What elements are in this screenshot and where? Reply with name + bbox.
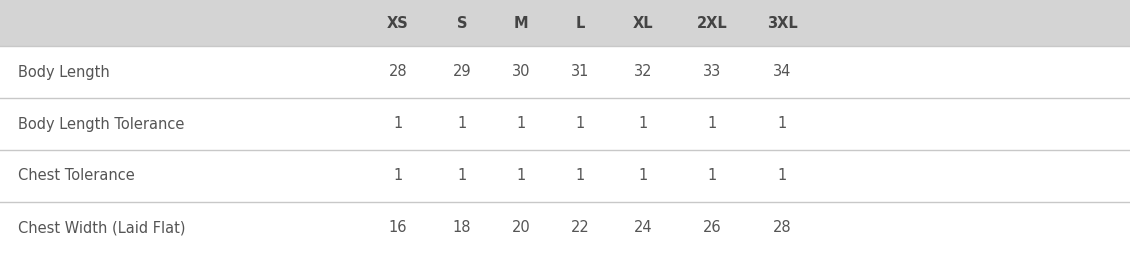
Text: 1: 1: [575, 168, 584, 183]
Text: 16: 16: [389, 220, 407, 235]
Text: 1: 1: [458, 168, 467, 183]
Text: Body Length Tolerance: Body Length Tolerance: [18, 117, 184, 132]
Bar: [0, 150, 1130, 202]
Text: 28: 28: [773, 220, 791, 235]
Text: 3XL: 3XL: [766, 15, 798, 30]
Text: Chest Tolerance: Chest Tolerance: [18, 168, 134, 183]
Text: M: M: [514, 15, 529, 30]
Text: 1: 1: [638, 168, 647, 183]
Bar: [0, 46, 1130, 98]
Text: 28: 28: [389, 65, 407, 80]
Text: XS: XS: [388, 15, 409, 30]
Text: 33: 33: [703, 65, 721, 80]
Text: XL: XL: [633, 15, 653, 30]
Text: S: S: [457, 15, 467, 30]
Text: 1: 1: [393, 117, 402, 132]
Text: 22: 22: [571, 220, 590, 235]
Bar: [0, 202, 1130, 254]
Text: 29: 29: [453, 65, 471, 80]
Text: Chest Width (Laid Flat): Chest Width (Laid Flat): [18, 220, 185, 235]
Text: 1: 1: [516, 168, 525, 183]
Text: Body Length: Body Length: [18, 65, 110, 80]
Text: 1: 1: [707, 117, 716, 132]
Text: 1: 1: [393, 168, 402, 183]
Text: 18: 18: [453, 220, 471, 235]
Text: 1: 1: [777, 168, 786, 183]
Text: 1: 1: [575, 117, 584, 132]
Text: 1: 1: [707, 168, 716, 183]
Text: 20: 20: [512, 220, 530, 235]
Text: 1: 1: [458, 117, 467, 132]
Text: 2XL: 2XL: [696, 15, 728, 30]
Text: 24: 24: [634, 220, 652, 235]
Text: L: L: [575, 15, 584, 30]
Text: 26: 26: [703, 220, 721, 235]
Text: 34: 34: [773, 65, 791, 80]
Text: 1: 1: [777, 117, 786, 132]
Bar: [0, 98, 1130, 150]
Bar: [0, 0, 1130, 46]
Text: 1: 1: [638, 117, 647, 132]
Text: 1: 1: [516, 117, 525, 132]
Text: 32: 32: [634, 65, 652, 80]
Text: 30: 30: [512, 65, 530, 80]
Text: 31: 31: [571, 65, 589, 80]
